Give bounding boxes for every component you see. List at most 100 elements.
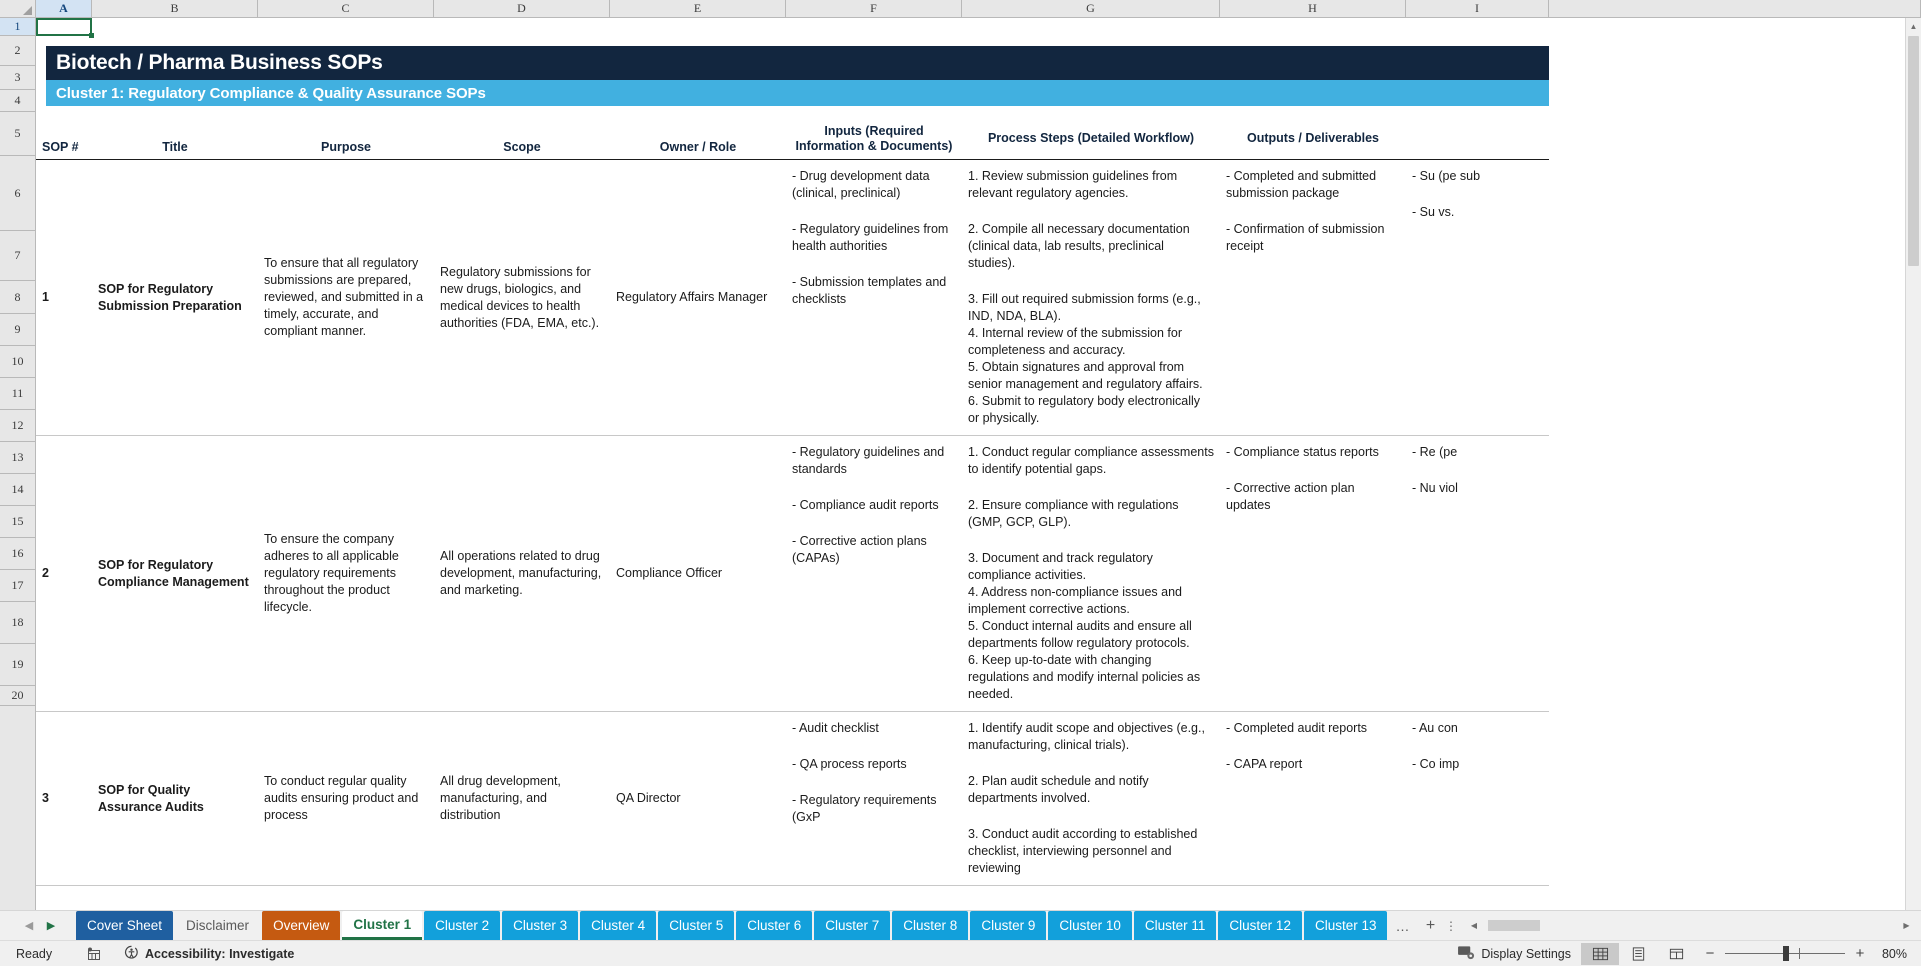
row-header-5[interactable]: 5 <box>0 112 35 156</box>
row-header-19[interactable]: 19 <box>0 644 35 686</box>
display-settings-label: Display Settings <box>1481 946 1571 961</box>
hscroll-track[interactable] <box>1482 919 1898 932</box>
vertical-scrollbar[interactable]: ▲ <box>1905 18 1921 910</box>
row-header-4[interactable]: 4 <box>0 90 35 112</box>
zoom-in-button[interactable]: + <box>1855 945 1865 962</box>
worksheet-canvas[interactable]: Biotech / Pharma Business SOPs Cluster 1… <box>36 18 1921 910</box>
horizontal-scrollbar[interactable]: ◀ ▶ <box>1459 911 1921 940</box>
accessibility-status[interactable]: Accessibility: Investigate <box>124 945 294 963</box>
sheet-tab-cluster-1[interactable]: Cluster 1 <box>342 911 423 940</box>
sheet-tab-cluster-9[interactable]: Cluster 9 <box>970 911 1047 940</box>
sheet-tab-cluster-2[interactable]: Cluster 2 <box>424 911 501 940</box>
page-layout-view-button[interactable] <box>1619 943 1657 965</box>
zoom-slider[interactable] <box>1725 946 1845 961</box>
row-header-12[interactable]: 12 <box>0 410 35 442</box>
zoom-level-label[interactable]: 80% <box>1881 946 1907 961</box>
record-macro-icon[interactable] <box>86 947 102 961</box>
display-settings-icon <box>1457 945 1476 963</box>
cluster-subtitle: Cluster 1: Regulatory Compliance & Quali… <box>56 84 486 102</box>
sheet-tab-cluster-4[interactable]: Cluster 4 <box>580 911 657 940</box>
process-step: 6. Submit to regulatory body electronica… <box>968 394 1201 425</box>
column-header-c[interactable]: C <box>258 0 434 17</box>
horizontal-scroll-thumb[interactable] <box>1488 920 1541 931</box>
column-header-f[interactable]: F <box>786 0 962 17</box>
metric-item: - Co imp <box>1412 757 1460 771</box>
row-header-1[interactable]: 1 <box>0 18 35 36</box>
sheet-tab-overview[interactable]: Overview <box>262 911 341 940</box>
accessibility-icon <box>124 945 139 963</box>
add-sheet-button[interactable]: + <box>1425 916 1436 934</box>
sheet-tab-cluster-13[interactable]: Cluster 13 <box>1303 911 1388 940</box>
row-header-7[interactable]: 7 <box>0 231 35 281</box>
row-header-2[interactable]: 2 <box>0 36 35 66</box>
row-header-10[interactable]: 10 <box>0 346 35 378</box>
row-header-18[interactable]: 18 <box>0 602 35 644</box>
row-header-16[interactable]: 16 <box>0 538 35 570</box>
zoom-control[interactable]: − + <box>1695 945 1875 962</box>
column-header-j[interactable] <box>1549 0 1921 17</box>
vertical-scroll-thumb[interactable] <box>1908 36 1919 266</box>
process-step-group: 1. Review submission guidelines from rel… <box>968 168 1214 202</box>
accessibility-label: Accessibility: Investigate <box>145 946 295 961</box>
th-metrics <box>1406 118 1549 159</box>
row-header-20[interactable]: 20 <box>0 686 35 706</box>
column-header-h[interactable]: H <box>1220 0 1406 17</box>
row-header-15[interactable]: 15 <box>0 506 35 538</box>
column-header-b[interactable]: B <box>92 0 258 17</box>
table-row[interactable]: 1 SOP for Regulatory Submission Preparati… <box>36 160 1549 436</box>
cluster-subtitle-banner: Cluster 1: Regulatory Compliance & Quali… <box>46 80 1549 106</box>
zoom-slider-thumb[interactable] <box>1783 946 1789 961</box>
column-header-g[interactable]: G <box>962 0 1220 17</box>
sheet-next-icon[interactable]: ▶ <box>46 920 56 932</box>
page-break-view-button[interactable] <box>1657 943 1695 965</box>
column-header-d[interactable]: D <box>434 0 610 17</box>
normal-view-button[interactable] <box>1581 942 1619 965</box>
scroll-up-arrow[interactable]: ▲ <box>1906 18 1921 35</box>
sheet-tab-cluster-3[interactable]: Cluster 3 <box>502 911 579 940</box>
column-header-a[interactable]: A <box>36 0 92 17</box>
metric-item: - Re (pe <box>1412 445 1458 459</box>
sheet-tab-cluster-7[interactable]: Cluster 7 <box>814 911 891 940</box>
cell-purpose: To conduct regular quality audits ensuri… <box>264 774 419 822</box>
sheet-tab-cover-sheet[interactable]: Cover Sheet <box>76 911 174 940</box>
process-step-group: 3. Conduct audit according to establishe… <box>968 826 1214 877</box>
process-step-group: 3. Document and track regulatory complia… <box>968 550 1214 703</box>
sheet-tabs-overflow[interactable]: … <box>1395 917 1410 934</box>
output-item: - Completed audit reports <box>1226 721 1368 735</box>
sheet-tab-cluster-6[interactable]: Cluster 6 <box>736 911 813 940</box>
table-row[interactable]: 3 SOP for Quality Assurance Audits To cond… <box>36 712 1549 886</box>
process-step: 1. Identify audit scope and objectives (… <box>968 721 1205 752</box>
th-outputs: Outputs / Deliverables <box>1247 131 1379 145</box>
process-step-group: 2. Plan audit schedule and notify depart… <box>968 773 1214 807</box>
sheet-tab-cluster-5[interactable]: Cluster 5 <box>658 911 735 940</box>
cell-process-steps: 1. Identify audit scope and objectives (… <box>962 712 1220 885</box>
zoom-out-button[interactable]: − <box>1705 945 1715 962</box>
hscroll-left-arrow[interactable]: ◀ <box>1470 921 1478 930</box>
row-header-13[interactable]: 13 <box>0 442 35 474</box>
cell-sop-number: 2 <box>42 566 49 580</box>
row-header-17[interactable]: 17 <box>0 570 35 602</box>
sheet-tab-cluster-12[interactable]: Cluster 12 <box>1218 911 1302 940</box>
sheet-menu-button[interactable]: ⋮ <box>1444 918 1458 933</box>
process-step-group: 2. Ensure compliance with regulations (G… <box>968 497 1214 531</box>
row-header-14[interactable]: 14 <box>0 474 35 506</box>
sheet-prev-icon[interactable]: ◀ <box>24 920 34 932</box>
row-header-8[interactable]: 8 <box>0 281 35 314</box>
column-header-i[interactable]: I <box>1406 0 1549 17</box>
select-all-corner[interactable] <box>0 0 36 17</box>
row-header-11[interactable]: 11 <box>0 378 35 410</box>
sheet-tab-cluster-11[interactable]: Cluster 11 <box>1133 911 1217 940</box>
sheet-tab-disclaimer[interactable]: Disclaimer <box>175 911 261 940</box>
column-header-e[interactable]: E <box>610 0 786 17</box>
table-row[interactable]: 2 SOP for Regulatory Compliance Managemen… <box>36 436 1549 712</box>
sheet-tab-cluster-10[interactable]: Cluster 10 <box>1048 911 1132 940</box>
display-settings-button[interactable]: Display Settings <box>1447 945 1581 963</box>
process-step: 3. Fill out required submission forms (e… <box>968 292 1201 323</box>
zoom-slider-tick <box>1799 948 1800 959</box>
sheet-tab-cluster-8[interactable]: Cluster 8 <box>892 911 969 940</box>
hscroll-right-arrow[interactable]: ▶ <box>1903 921 1910 930</box>
row-header-6[interactable]: 6 <box>0 156 35 231</box>
row-header-9[interactable]: 9 <box>0 314 35 346</box>
row-header-3[interactable]: 3 <box>0 66 35 90</box>
